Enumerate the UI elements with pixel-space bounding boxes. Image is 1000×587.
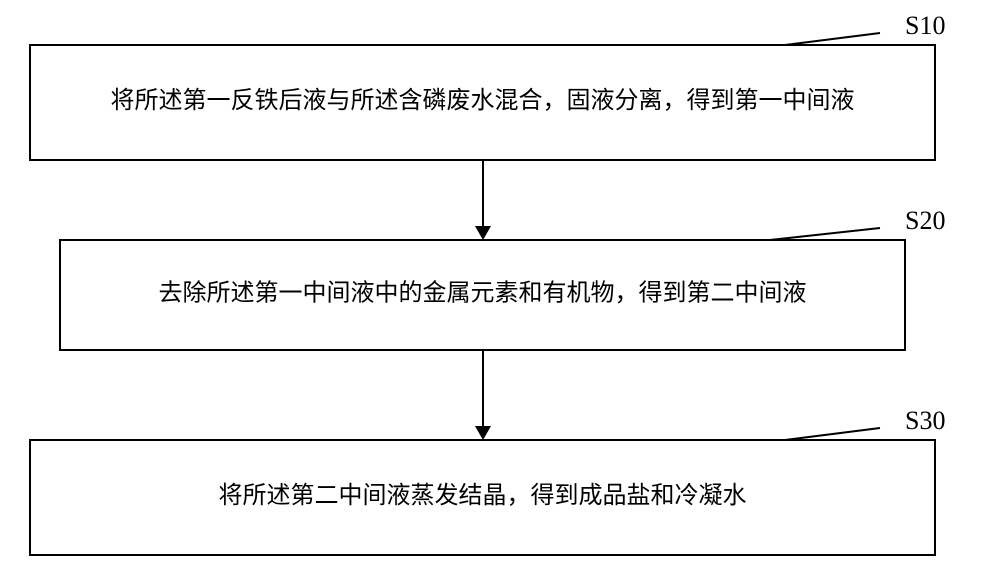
step-label-s30: S30 — [905, 406, 945, 435]
step-label-s10: S10 — [905, 11, 945, 40]
step-text-s20: 去除所述第一中间液中的金属元素和有机物，得到第二中间液 — [159, 280, 807, 307]
step-text-s30: 将所述第二中间液蒸发结晶，得到成品盐和冷凝水 — [219, 482, 747, 509]
step-label-s20: S20 — [905, 206, 945, 235]
step-text-s10: 将所述第一反铁后液与所述含磷废水混合，固液分离，得到第一中间液 — [111, 87, 855, 114]
